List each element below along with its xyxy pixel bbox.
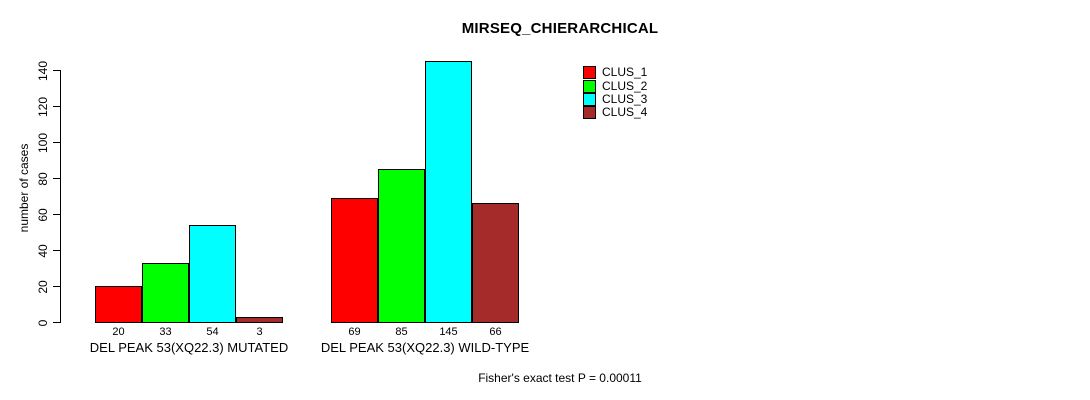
y-axis-tick xyxy=(53,250,60,251)
y-axis-line xyxy=(60,70,61,323)
y-axis-tick xyxy=(53,142,60,143)
y-axis-tick-label: 20 xyxy=(36,279,50,294)
legend: CLUS_1 CLUS_2 CLUS_3 CLUS_4 xyxy=(583,66,647,120)
legend-item: CLUS_4 xyxy=(583,105,648,120)
bar-clus_3-group1 xyxy=(189,224,236,323)
y-axis-tick-label: 100 xyxy=(36,132,50,153)
y-axis-label: number of cases xyxy=(17,143,31,233)
y-axis-tick-label: 60 xyxy=(36,207,50,222)
legend-item: CLUS_1 xyxy=(583,65,648,80)
bar-clus_4-group1 xyxy=(236,316,283,323)
x-axis-group-label: DEL PEAK 53(XQ22.3) MUTATED xyxy=(89,340,289,355)
bar-clus_2-group2 xyxy=(378,169,425,323)
legend-color-swatch-clus_2 xyxy=(583,79,596,93)
legend-item: CLUS_3 xyxy=(583,91,648,106)
bar-clus_3-group2 xyxy=(425,61,472,323)
y-axis-tick-label: 40 xyxy=(36,243,50,258)
y-axis-tick xyxy=(53,214,60,215)
bar-value-label: 33 xyxy=(159,326,172,338)
legend-label: CLUS_3 xyxy=(602,91,648,106)
bar-clus_1-group1 xyxy=(95,286,142,323)
y-axis-tick xyxy=(53,286,60,287)
bar-value-label: 85 xyxy=(395,326,408,338)
chart-title: MIRSEQ_CHIERARCHICAL xyxy=(461,20,659,37)
bar-value-label: 54 xyxy=(206,326,219,338)
bar-value-label: 3 xyxy=(256,326,263,338)
legend-label: CLUS_1 xyxy=(602,65,648,80)
bar-value-label: 20 xyxy=(112,326,125,338)
fisher-test-note: Fisher's exact test P = 0.00011 xyxy=(478,371,642,385)
legend-label: CLUS_2 xyxy=(602,78,648,93)
bar-value-label: 69 xyxy=(348,326,361,338)
y-axis-tick-label: 80 xyxy=(36,171,50,186)
legend-color-swatch-clus_4 xyxy=(583,106,596,120)
legend-item: CLUS_2 xyxy=(583,78,648,93)
bar-value-label: 66 xyxy=(489,326,502,338)
y-axis-tick xyxy=(53,70,60,71)
x-axis-group-label: DEL PEAK 53(XQ22.3) WILD-TYPE xyxy=(320,340,530,355)
y-axis-tick-label: 140 xyxy=(36,60,50,81)
bar-clus_4-group2 xyxy=(472,203,519,323)
y-axis-tick-label: 0 xyxy=(36,319,50,326)
y-axis-tick xyxy=(53,106,60,107)
bar-clus_1-group2 xyxy=(331,197,378,323)
legend-label: CLUS_4 xyxy=(602,105,648,120)
y-axis-tick-label: 120 xyxy=(36,96,50,117)
bar-clus_2-group1 xyxy=(142,262,189,323)
legend-color-swatch-clus_3 xyxy=(583,92,596,106)
y-axis-tick xyxy=(53,178,60,179)
y-axis-tick xyxy=(53,322,60,323)
legend-color-swatch-clus_1 xyxy=(583,66,596,80)
bar-value-label: 145 xyxy=(439,326,458,338)
